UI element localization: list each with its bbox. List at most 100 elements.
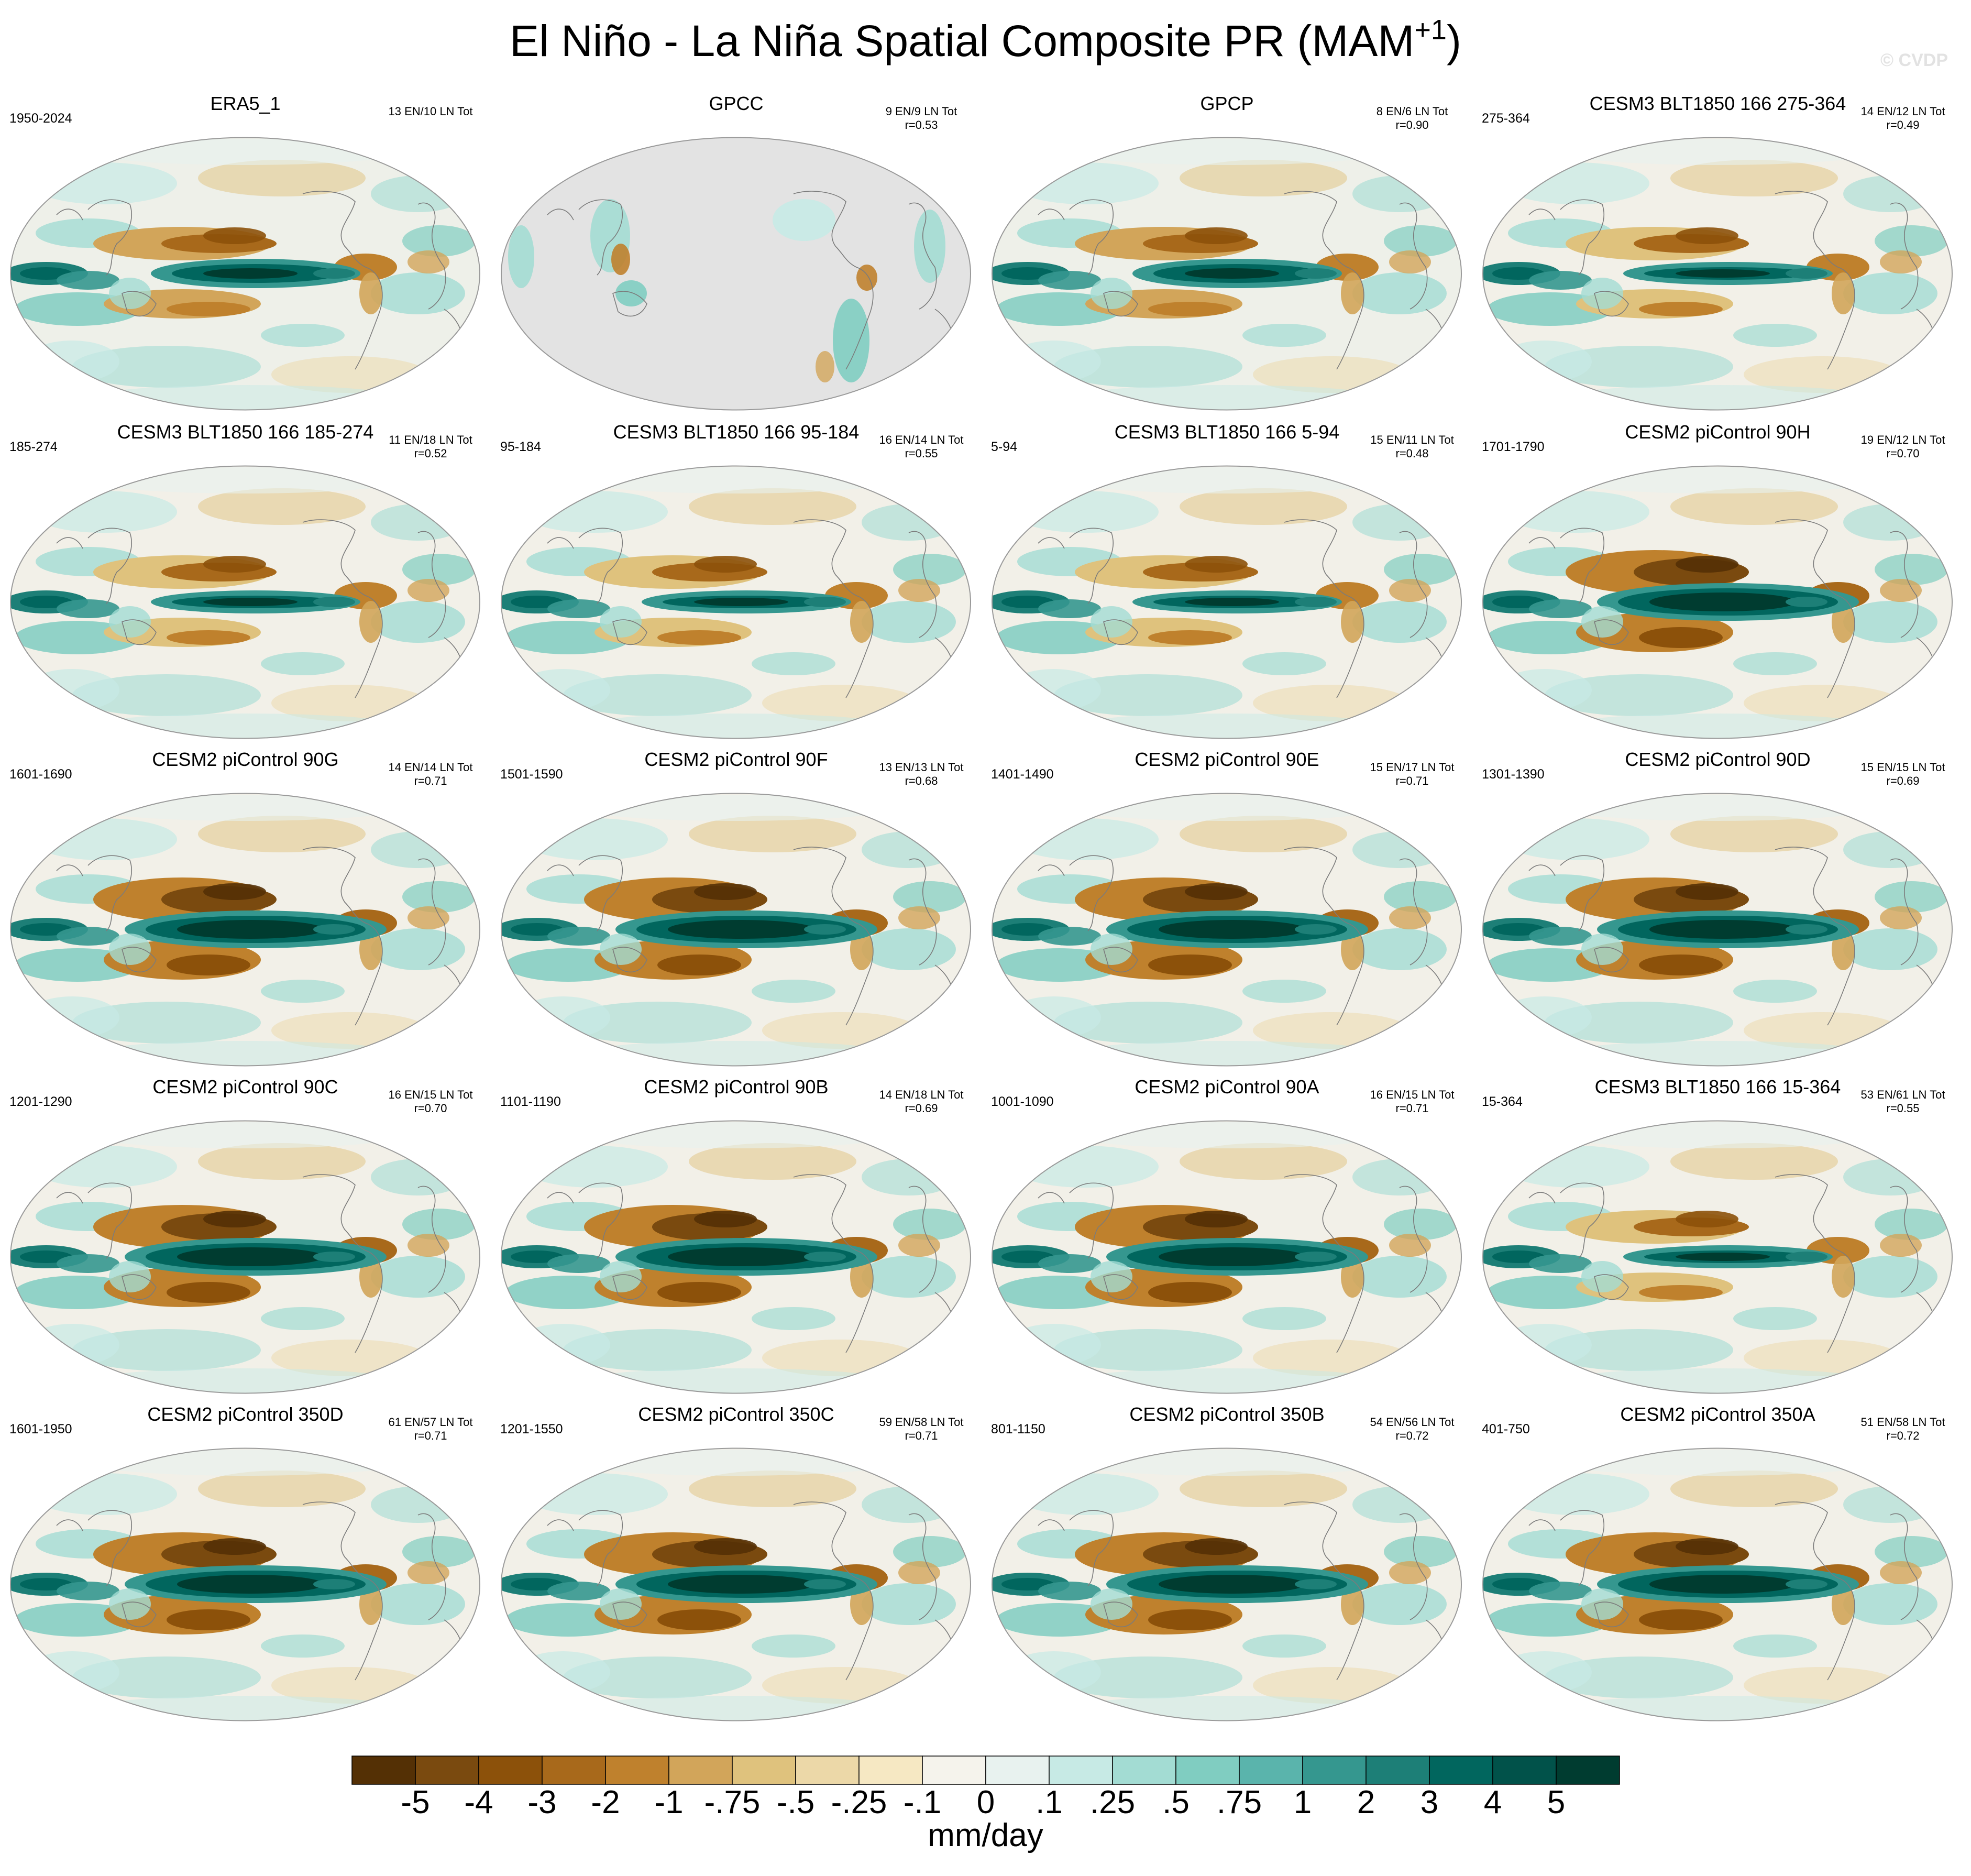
- pattern-correlation: r=0.72: [1395, 1429, 1429, 1442]
- event-count: 16 EN/15 LN Tot: [388, 1088, 473, 1101]
- map-panel: GPCC 9 EN/9 LN Tot r=0.53: [491, 88, 982, 415]
- composite-map: [10, 1447, 480, 1721]
- panel-stats: 15 EN/11 LN Tot r=0.48: [1352, 433, 1472, 460]
- event-count: 59 EN/58 LN Tot: [879, 1416, 964, 1429]
- colorbar-tick-label: 3: [1420, 1784, 1439, 1820]
- composite-map: [501, 793, 971, 1067]
- map-panel: CESM2 piControl 90B 1101-1190 14 EN/18 LN …: [491, 1071, 982, 1399]
- map-panel: CESM2 piControl 90F 1501-1590 13 EN/13 LN …: [491, 744, 982, 1071]
- event-count: 13 EN/10 LN Tot: [388, 105, 473, 118]
- composite-map: [1482, 465, 1953, 739]
- panel-title: CESM2 piControl 90F: [644, 749, 828, 770]
- panel-stats: 8 EN/6 LN Tot r=0.90: [1352, 105, 1472, 132]
- panel-title: CESM3 BLT1850 166 95-184: [613, 421, 860, 443]
- event-count: 8 EN/6 LN Tot: [1376, 105, 1448, 118]
- event-count: 16 EN/15 LN Tot: [1370, 1088, 1455, 1101]
- composite-map: [10, 137, 480, 411]
- pattern-correlation: r=0.49: [1886, 118, 1920, 131]
- panel-title: GPCC: [709, 93, 764, 114]
- composite-map: [501, 1120, 971, 1394]
- colorbar-tick-label: -1: [654, 1784, 684, 1820]
- composite-map: [1482, 137, 1953, 411]
- pattern-correlation: r=0.52: [414, 447, 447, 460]
- colorbar-swatch: [415, 1756, 479, 1785]
- map-panel: CESM2 piControl 90E 1401-1490 15 EN/17 LN …: [982, 744, 1472, 1071]
- colorbar-tick-label: -4: [464, 1784, 493, 1820]
- panel-years: 1601-1950: [9, 1422, 72, 1436]
- composite-map: [10, 793, 480, 1067]
- map-panel: CESM3 BLT1850 166 15-364 15-364 53 EN/61 L…: [1472, 1071, 1963, 1399]
- panel-years: 5-94: [991, 440, 1018, 454]
- colorbar-tick-label: 0: [976, 1784, 995, 1820]
- colorbar-units: mm/day: [928, 1817, 1043, 1853]
- panel-title: CESM2 piControl 90A: [1135, 1076, 1319, 1098]
- event-count: 14 EN/12 LN Tot: [1860, 105, 1945, 118]
- map-panel: CESM3 BLT1850 166 5-94 5-94 15 EN/11 LN To…: [982, 416, 1472, 744]
- colorbar-tick-label: 5: [1547, 1784, 1566, 1820]
- panel-title: CESM2 piControl 90H: [1625, 421, 1811, 443]
- map-panel: CESM2 piControl 90D 1301-1390 15 EN/15 LN …: [1472, 744, 1963, 1071]
- panel-stats: 14 EN/18 LN Tot r=0.69: [861, 1088, 982, 1115]
- colorbar-swatch: [351, 1756, 416, 1785]
- colorbar-tick-label: -.1: [903, 1784, 942, 1820]
- colorbar-swatch: [858, 1756, 923, 1785]
- map-panel: CESM3 BLT1850 166 275-364 275-364 14 EN/12…: [1472, 88, 1963, 415]
- panel-stats: 59 EN/58 LN Tot r=0.71: [861, 1416, 982, 1443]
- panel-stats: 16 EN/15 LN Tot r=0.71: [1352, 1088, 1472, 1115]
- colorbar-tick-label: -3: [527, 1784, 557, 1820]
- pattern-correlation: r=0.71: [414, 774, 447, 787]
- event-count: 19 EN/12 LN Tot: [1860, 433, 1945, 446]
- event-count: 54 EN/56 LN Tot: [1370, 1416, 1455, 1429]
- composite-map: [10, 465, 480, 739]
- composite-map: [992, 137, 1462, 411]
- panel-title: CESM2 piControl 350A: [1620, 1403, 1815, 1425]
- map-panel: CESM2 piControl 350A 401-750 51 EN/58 LN T…: [1472, 1399, 1963, 1726]
- colorbar-swatch: [1112, 1756, 1176, 1785]
- panel-stats: 51 EN/58 LN Tot r=0.72: [1843, 1416, 1963, 1443]
- panel-title: CESM2 piControl 90B: [644, 1076, 829, 1098]
- panel-years: 1401-1490: [991, 767, 1054, 782]
- panel-title: ERA5_1: [210, 93, 281, 114]
- figure-title: El Niño - La Niña Spatial Composite PR (…: [510, 14, 1461, 65]
- map-panel: CESM3 BLT1850 166 185-274 185-274 11 EN/18…: [0, 416, 491, 744]
- event-count: 11 EN/18 LN Tot: [389, 433, 472, 446]
- panel-years: 15-364: [1482, 1094, 1523, 1109]
- colorbar-tick-label: .25: [1089, 1784, 1136, 1820]
- colorbar-tick-label: .1: [1036, 1784, 1063, 1820]
- pattern-correlation: r=0.71: [414, 1429, 447, 1442]
- panel-stats: 9 EN/9 LN Tot r=0.53: [861, 105, 982, 132]
- colorbar-swatch: [795, 1756, 860, 1785]
- panel-stats: 53 EN/61 LN Tot r=0.55: [1843, 1088, 1963, 1115]
- colorbar-swatch: [985, 1756, 1050, 1785]
- composite-map: [1482, 1120, 1953, 1394]
- colorbar-swatch: [1049, 1756, 1113, 1785]
- panel-title: CESM3 BLT1850 166 15-364: [1594, 1076, 1841, 1098]
- panel-stats: 14 EN/14 LN Tot r=0.71: [370, 761, 491, 788]
- panel-years: 1201-1550: [500, 1422, 563, 1436]
- colorbar-tick-label: -.75: [704, 1784, 761, 1820]
- colorbar-tick-label: -.5: [776, 1784, 815, 1820]
- event-count: 15 EN/17 LN Tot: [1370, 761, 1455, 774]
- panel-years: 1001-1090: [991, 1094, 1054, 1109]
- panel-title: CESM2 piControl 90G: [152, 749, 339, 770]
- colorbar-swatch: [1175, 1756, 1240, 1785]
- panel-years: 275-364: [1482, 111, 1530, 126]
- map-panel: CESM2 piControl 90H 1701-1790 19 EN/12 LN …: [1472, 416, 1963, 744]
- composite-map: [10, 1120, 480, 1394]
- panel-years: 1201-1290: [9, 1094, 72, 1109]
- panel-years: 1950-2024: [9, 111, 72, 126]
- panel-years: 1601-1690: [9, 767, 72, 782]
- map-panel: CESM2 piControl 90G 1601-1690 14 EN/14 LN …: [0, 744, 491, 1071]
- panel-title: CESM2 piControl 90C: [152, 1076, 338, 1098]
- colorbar-swatch: [1429, 1756, 1493, 1785]
- panel-stats: 13 EN/13 LN Tot r=0.68: [861, 761, 982, 788]
- event-count: 53 EN/61 LN Tot: [1860, 1088, 1945, 1101]
- colorbar-swatch: [922, 1756, 986, 1785]
- panel-stats: 11 EN/18 LN Tot r=0.52: [370, 433, 491, 460]
- panel-stats: 19 EN/12 LN Tot r=0.70: [1843, 433, 1963, 460]
- event-count: 61 EN/57 LN Tot: [388, 1416, 473, 1429]
- colorbar-swatch: [1492, 1756, 1557, 1785]
- event-count: 13 EN/13 LN Tot: [879, 761, 964, 774]
- panel-title: CESM2 piControl 350B: [1129, 1403, 1325, 1425]
- event-count: 15 EN/11 LN Tot: [1370, 433, 1454, 446]
